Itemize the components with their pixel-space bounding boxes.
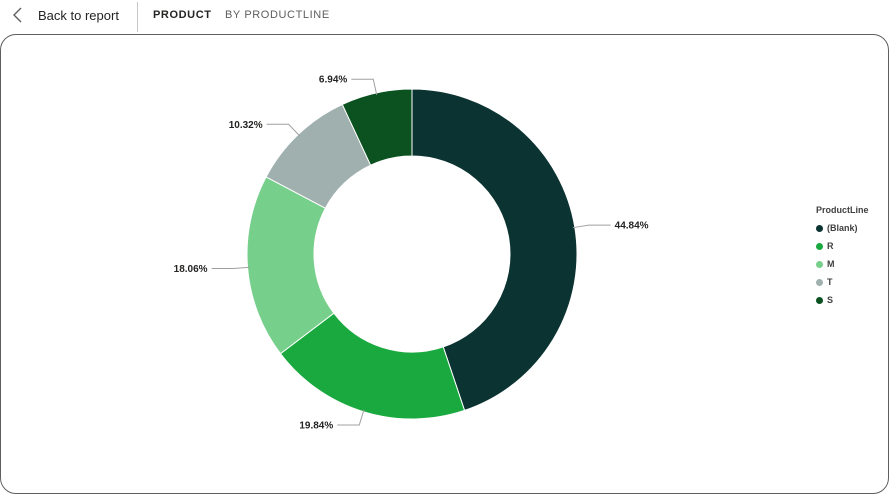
legend-label: R <box>827 241 834 251</box>
legend-item[interactable]: T <box>816 273 869 291</box>
legend-label: T <box>827 277 833 287</box>
leader-line <box>351 78 378 95</box>
legend-item[interactable]: R <box>816 237 869 255</box>
legend: ProductLine (Blank) R M T S <box>816 205 869 309</box>
legend-title: ProductLine <box>816 205 869 215</box>
top-bar: Back to report PRODUCT BY PRODUCTLINE <box>0 0 891 32</box>
legend-label: S <box>827 295 834 305</box>
tab-by-productline[interactable]: BY PRODUCTLINE <box>225 9 330 21</box>
divider <box>137 2 138 32</box>
back-to-report-button[interactable]: Back to report <box>12 4 119 26</box>
legend-marker <box>816 242 823 250</box>
leader-line <box>211 266 250 269</box>
data-label: 19.84% <box>299 421 333 432</box>
legend-marker <box>816 224 823 232</box>
donut-chart: 44.84% 19.84% 18.06% 10.32% 6.94% <box>174 75 649 432</box>
legend-item[interactable]: S <box>816 291 869 309</box>
data-label: 6.94% <box>319 75 347 86</box>
tab-product[interactable]: PRODUCT <box>153 9 212 21</box>
data-label: 44.84% <box>615 221 649 232</box>
legend-marker <box>816 296 823 304</box>
leader-line <box>572 224 611 229</box>
slice-blank[interactable] <box>411 88 578 412</box>
leader-line <box>337 409 365 426</box>
legend-label: (Blank) <box>827 223 858 233</box>
legend-marker <box>816 278 823 286</box>
legend-marker <box>816 260 823 268</box>
slice-s[interactable] <box>341 88 413 166</box>
slice-r[interactable] <box>279 312 466 420</box>
leader-line <box>266 123 301 137</box>
legend-item[interactable]: (Blank) <box>816 219 869 237</box>
data-label: 10.32% <box>229 120 263 131</box>
legend-item[interactable]: M <box>816 255 869 273</box>
data-label: 18.06% <box>174 264 208 275</box>
legend-label: M <box>827 259 835 269</box>
chevron-left-icon <box>12 7 24 23</box>
back-to-report-label: Back to report <box>38 7 119 23</box>
